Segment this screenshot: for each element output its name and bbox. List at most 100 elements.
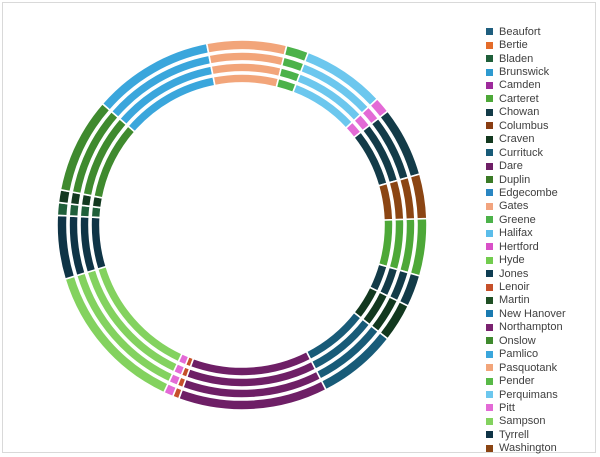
legend-label: Tyrrell (499, 428, 529, 441)
legend-swatch (486, 391, 493, 399)
legend-item: Pitt (486, 401, 566, 414)
legend-swatch (486, 41, 493, 49)
legend-swatch (486, 377, 493, 385)
legend-label: Bladen (499, 52, 534, 65)
legend-label: Columbus (499, 119, 549, 132)
legend-item: Washington (486, 442, 566, 455)
legend-swatch (486, 95, 493, 103)
legend-swatch (486, 404, 493, 412)
legend-item: Currituck (486, 146, 566, 159)
ring-3-segment-bladen (68, 203, 81, 218)
legend-swatch (486, 216, 493, 224)
legend-item: Brunswick (486, 65, 566, 78)
legend-swatch (486, 162, 493, 170)
legend-item: Camden (486, 79, 566, 92)
legend-label: Dare (499, 160, 523, 173)
legend-swatch (486, 176, 493, 184)
legend-item: Gates (486, 200, 566, 213)
legend-swatch (486, 444, 493, 452)
legend-item: Sampson (486, 415, 566, 428)
legend-label: Sampson (499, 415, 546, 428)
doughnut-chart (56, 39, 428, 411)
legend-label: Martin (499, 294, 530, 307)
legend-item: Columbus (486, 119, 566, 132)
legend-item: Pamlico (486, 348, 566, 361)
ring-3-segment-washington (398, 176, 416, 221)
legend-label: Pamlico (499, 348, 539, 361)
legend-item: Tyrrell (486, 428, 566, 441)
legend-swatch (486, 283, 493, 291)
legend-label: Lenoir (499, 281, 530, 294)
legend-label: Perquimans (499, 388, 558, 401)
legend-swatch (486, 270, 493, 278)
legend-item: Chowan (486, 106, 566, 119)
legend-swatch (486, 310, 493, 318)
legend-label: Hertford (499, 240, 539, 253)
legend-swatch (486, 296, 493, 304)
legend-label: Carteret (499, 92, 539, 105)
legend-label: Craven (499, 133, 535, 146)
legend-swatch (486, 108, 493, 116)
ring-4-segment-washington (409, 173, 428, 220)
legend-swatch (486, 28, 493, 36)
ring-1-segment-pasquotank (212, 73, 280, 89)
legend-item: Edgecombe (486, 186, 566, 199)
legend-item: New Hanover (486, 307, 566, 320)
legend-swatch (486, 135, 493, 143)
legend-label: Halifax (499, 227, 533, 240)
legend-item: Pender (486, 374, 566, 387)
legend-swatch (486, 431, 493, 439)
legend-label: Beaufort (499, 25, 541, 38)
legend-swatch (486, 122, 493, 130)
legend-item: Northampton (486, 321, 566, 334)
ring-2-segment-washington (388, 179, 405, 221)
legend-swatch (486, 229, 493, 237)
legend-item: Halifax (486, 227, 566, 240)
legend-item: Perquimans (486, 388, 566, 401)
legend-item: Martin (486, 294, 566, 307)
legend-item: Beaufort (486, 25, 566, 38)
legend-label: Northampton (499, 321, 563, 334)
legend-item: Onslow (486, 334, 566, 347)
legend-label: Bertie (499, 39, 528, 52)
legend-item: Bertie (486, 38, 566, 51)
legend-item: Pasquotank (486, 361, 566, 374)
legend-label: Brunswick (499, 66, 550, 79)
legend-swatch (486, 256, 493, 264)
legend-swatch (486, 417, 493, 425)
legend-item: Craven (486, 133, 566, 146)
legend-swatch (486, 81, 493, 89)
legend-swatch (486, 243, 493, 251)
legend-swatch (486, 323, 493, 331)
legend-label: Jones (499, 267, 529, 280)
legend-label: Edgecombe (499, 186, 558, 199)
legend-swatch (486, 55, 493, 63)
legend-swatch (486, 337, 493, 345)
legend-label: Pender (499, 375, 535, 388)
legend-label: Chowan (499, 106, 540, 119)
legend-label: Greene (499, 213, 536, 226)
legend-item: Lenoir (486, 280, 566, 293)
legend-swatch (486, 350, 493, 358)
ring-2-segment-bladen (79, 204, 92, 218)
ring-4-segment-bladen (56, 201, 70, 217)
legend-item: Greene (486, 213, 566, 226)
legend-label: Onslow (499, 334, 536, 347)
legend-item: Hyde (486, 253, 566, 266)
legend-label: New Hanover (499, 307, 566, 320)
legend-label: Currituck (499, 146, 544, 159)
legend-label: Duplin (499, 173, 531, 186)
legend: Beaufort Bertie Bladen Brunswick Camden Carte… (486, 25, 566, 455)
legend-label: Camden (499, 79, 541, 92)
legend-label: Washington (499, 442, 557, 455)
legend-swatch (486, 68, 493, 76)
legend-item: Hertford (486, 240, 566, 253)
legend-label: Hyde (499, 254, 525, 267)
legend-label: Pasquotank (499, 361, 558, 374)
legend-label: Pitt (499, 401, 515, 414)
legend-label: Gates (499, 200, 529, 213)
legend-item: Dare (486, 159, 566, 172)
legend-item: Carteret (486, 92, 566, 105)
legend-swatch (486, 364, 493, 372)
